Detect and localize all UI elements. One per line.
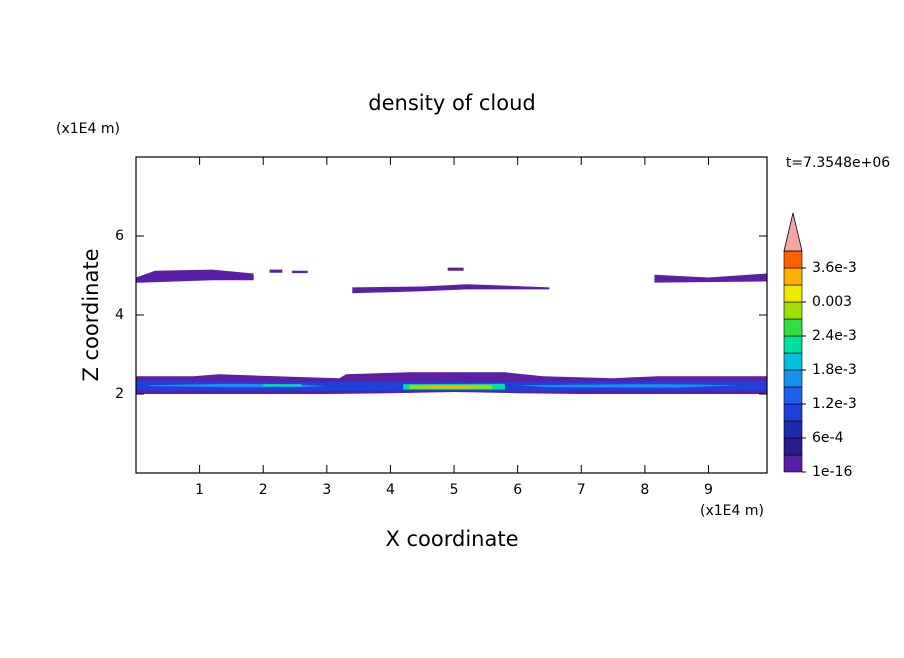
colorbar-tick-label: 3.6e-3 <box>812 260 857 276</box>
colorbar-band <box>783 454 803 473</box>
colorbar-band <box>783 318 803 337</box>
y-tick-label: 2 <box>115 386 124 402</box>
contour-region <box>517 384 741 388</box>
x-tick-label: 2 <box>259 482 268 498</box>
x-tick-label: 3 <box>322 482 331 498</box>
colorbar-extension <box>783 212 803 252</box>
y-unit: (x1E4 m) <box>56 121 120 137</box>
plot-frame <box>135 156 768 474</box>
x-tick-label: 4 <box>386 482 395 498</box>
colorbar-tick-label: 1e-16 <box>812 464 852 480</box>
y-axis-label: Z coordinate <box>79 248 103 381</box>
colorbar-band <box>783 437 803 456</box>
colorbar-tick-label: 1.2e-3 <box>812 396 857 412</box>
contour-region <box>263 384 302 387</box>
contour-region <box>428 386 474 389</box>
contour-field <box>136 267 767 394</box>
y-tick-label: 6 <box>115 228 124 244</box>
x-tick-label: 6 <box>513 482 522 498</box>
colorbar-tick-label: 1.8e-3 <box>812 362 857 378</box>
x-tick-label: 7 <box>577 482 586 498</box>
time-annotation: t=7.3548e+06 <box>786 155 890 171</box>
colorbar-band <box>783 335 803 354</box>
colorbar-band <box>783 352 803 371</box>
contour-region <box>136 269 254 283</box>
contour-region <box>352 284 550 294</box>
contour-region <box>447 267 464 271</box>
colorbar-band <box>783 386 803 405</box>
x-tick-label: 1 <box>195 482 204 498</box>
y-tick-label: 4 <box>115 307 124 323</box>
x-unit: (x1E4 m) <box>700 503 764 519</box>
x-axis-label: X coordinate <box>385 527 518 551</box>
colorbar-band <box>783 301 803 320</box>
contour-region <box>654 273 767 283</box>
x-tick-label: 5 <box>450 482 459 498</box>
chart-title: density of cloud <box>368 91 535 115</box>
x-tick-label: 9 <box>704 482 713 498</box>
colorbar-band <box>783 369 803 388</box>
colorbar-band <box>783 403 803 422</box>
colorbar-tick-label: 0.003 <box>812 294 852 310</box>
colorbar-tick-label: 2.4e-3 <box>812 328 857 344</box>
x-tick-label: 8 <box>640 482 649 498</box>
colorbar-tick-label: 6e-4 <box>812 430 844 446</box>
colorbar-band <box>783 420 803 439</box>
colorbar-band <box>783 284 803 303</box>
contour-region <box>291 270 308 274</box>
colorbar-band <box>783 250 803 269</box>
contour-region <box>269 269 283 273</box>
colorbar-band <box>783 267 803 286</box>
